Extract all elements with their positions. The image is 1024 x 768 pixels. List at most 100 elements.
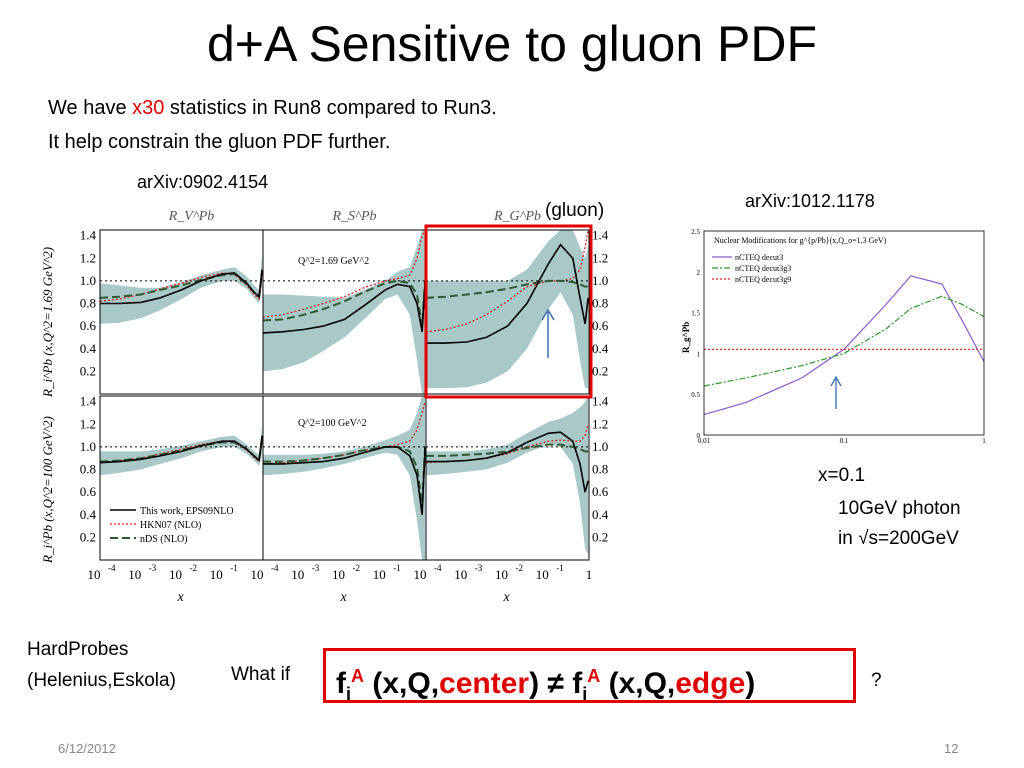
gluon-highlight-box: [424, 224, 593, 399]
formula-close: ): [529, 667, 540, 700]
x-tick-label: 10: [332, 567, 345, 582]
constrain-line: It help constrain the gluon PDF further.: [48, 131, 391, 153]
y-tick-label: 0.5: [691, 391, 700, 399]
y-tick-label: 0.4: [80, 507, 97, 522]
plot-title: Nuclear Modifications for g^{p/Pb}(x,Q_o…: [714, 236, 887, 245]
x-tick-label: 10: [454, 567, 467, 582]
y-tick-label: 0.8: [80, 462, 96, 477]
x-tick-exponent: -1: [230, 563, 238, 573]
x-tick-exponent: -1: [393, 563, 401, 573]
photon-line-1: 10GeV photon: [838, 498, 961, 519]
y-tick-label-right: 1.2: [592, 250, 608, 265]
x-tick-exponent: -3: [149, 563, 157, 573]
y-tick-label: 1.2: [80, 250, 96, 265]
slide-date: 6/12/2012: [58, 741, 116, 756]
gluon-label: (gluon): [545, 200, 605, 221]
x-tick-exponent: -1: [556, 563, 564, 573]
legend-entry: nCTEQ decut3g3: [735, 264, 791, 273]
x-tick-label: 10: [169, 567, 182, 582]
row-y-axis-label: R_i^Pb (x,Q^2=100 GeV^2): [40, 416, 55, 564]
uncertainty-band: [100, 424, 263, 476]
arrow-head: [541, 308, 555, 321]
y-tick-label: 1.2: [80, 416, 96, 431]
formula-edge: edge: [675, 667, 746, 700]
eps09-comparison-figure: 1.4 1.4 1.2 1.2 1.0 1.0 0.8 0.8 0.6 0.6 0.4 0.4 0.2 0…: [40, 209, 609, 605]
y-tick-label: 0.2: [80, 363, 96, 378]
y-axis-label: R_g^Pb: [681, 322, 691, 353]
y-tick-label-right: 0.8: [592, 462, 608, 477]
eps09-curve: [426, 243, 589, 344]
eps09-curve: [99, 435, 263, 464]
question-mark: ?: [871, 670, 882, 691]
x-tick-exponent: -4: [108, 563, 116, 573]
y-tick-label-right: 0.2: [592, 529, 608, 544]
statistics-line: We have x30 statistics in Run8 compared …: [48, 95, 497, 121]
hkn07-curve: [425, 229, 589, 333]
row-y-axis-label: R_i^Pb (x,Q^2=1.69 GeV^2): [40, 247, 55, 398]
y-tick-label: 1.4: [80, 394, 97, 409]
x-tick-label: 0.01: [698, 437, 711, 443]
legend-entry: nCTEQ decut3g9: [735, 275, 791, 284]
panel-title: R_V^Pb: [168, 209, 215, 224]
formula-sub2: i: [582, 684, 588, 704]
statistics-pre: We have: [48, 97, 133, 119]
y-tick-label-right: 0.4: [592, 341, 609, 356]
formula-sup2: A: [587, 666, 601, 686]
statistics-factor: x30: [132, 97, 165, 119]
formula-center: center: [439, 667, 530, 700]
y-tick-label-right: 0.4: [592, 507, 609, 522]
eps09-curve: [426, 431, 589, 493]
left-arxiv-ref: arXiv:0902.4154: [137, 172, 269, 192]
formula-open: (x,Q,: [364, 667, 440, 700]
x-tick-exponent: -4: [434, 563, 442, 573]
nds-curve: [426, 443, 589, 457]
x-tick-label: 0.1: [840, 437, 849, 443]
uncertainty-band: [426, 230, 589, 389]
slide-number: 12: [944, 741, 959, 756]
x-tick-label: 10: [373, 567, 386, 582]
y-tick-label-right: 1.0: [592, 273, 608, 288]
arrow-head: [830, 375, 842, 387]
y-tick-label: 1.0: [80, 439, 96, 454]
statistics-post: statistics in Run8 compared to Run3.: [164, 97, 497, 119]
x-tick-exponent: -4: [271, 563, 279, 573]
y-tick-label: 1.4: [80, 228, 97, 243]
y-tick-label-right: 0.6: [592, 318, 609, 333]
x-tick-exponent: -3: [312, 563, 320, 573]
right-arxiv-ref: arXiv:1012.1178: [745, 191, 875, 211]
legend-entry: This work, EPS09NLO: [140, 506, 234, 517]
x-tick-label: 10: [251, 567, 264, 582]
y-tick-label-right: 1.4: [592, 394, 609, 409]
photon-line-2: in √s=200GeV: [838, 528, 959, 549]
y-tick-label: 0.4: [80, 341, 97, 356]
x-value-label: x=0.1: [818, 465, 866, 486]
y-tick-label-right: 1.0: [592, 439, 608, 454]
uncertainty-band: [426, 396, 589, 555]
legend-entry: nCTEQ decut3: [735, 253, 783, 262]
x-axis-label: x: [177, 590, 185, 605]
what-if-label: What if: [231, 664, 291, 685]
y-tick-label: 1.5: [691, 310, 700, 318]
x-tick-label: 10: [210, 567, 223, 582]
formula-box: fiA (x,Q,center) ≠ fiA (x,Q,edge): [323, 648, 856, 704]
y-tick-label: 1: [697, 350, 701, 358]
y-tick-label: 0.2: [80, 529, 96, 544]
formula-neq: ≠: [539, 667, 573, 700]
x-axis-label: x: [503, 590, 511, 605]
hardprobes-label: HardProbes: [27, 639, 129, 660]
ncteq-series-line: [703, 275, 985, 416]
x-tick-exponent: -3: [475, 563, 483, 573]
x-tick-label: 10: [128, 567, 141, 582]
nds-curve: [263, 445, 427, 504]
q2-annotation: Q^2=1.69 GeV^2: [298, 256, 369, 267]
y-tick-label-right: 1.4: [592, 228, 609, 243]
x-tick-label: 1: [982, 437, 986, 443]
formula-sub: i: [346, 684, 352, 704]
y-tick-label: 1.0: [80, 273, 96, 288]
formula-sup: A: [351, 666, 365, 686]
y-tick-label: 0.6: [80, 484, 97, 499]
y-tick-label: 2.5: [691, 228, 700, 236]
q2-annotation: Q^2=100 GeV^2: [298, 418, 367, 429]
eps09-curve: [262, 280, 426, 334]
